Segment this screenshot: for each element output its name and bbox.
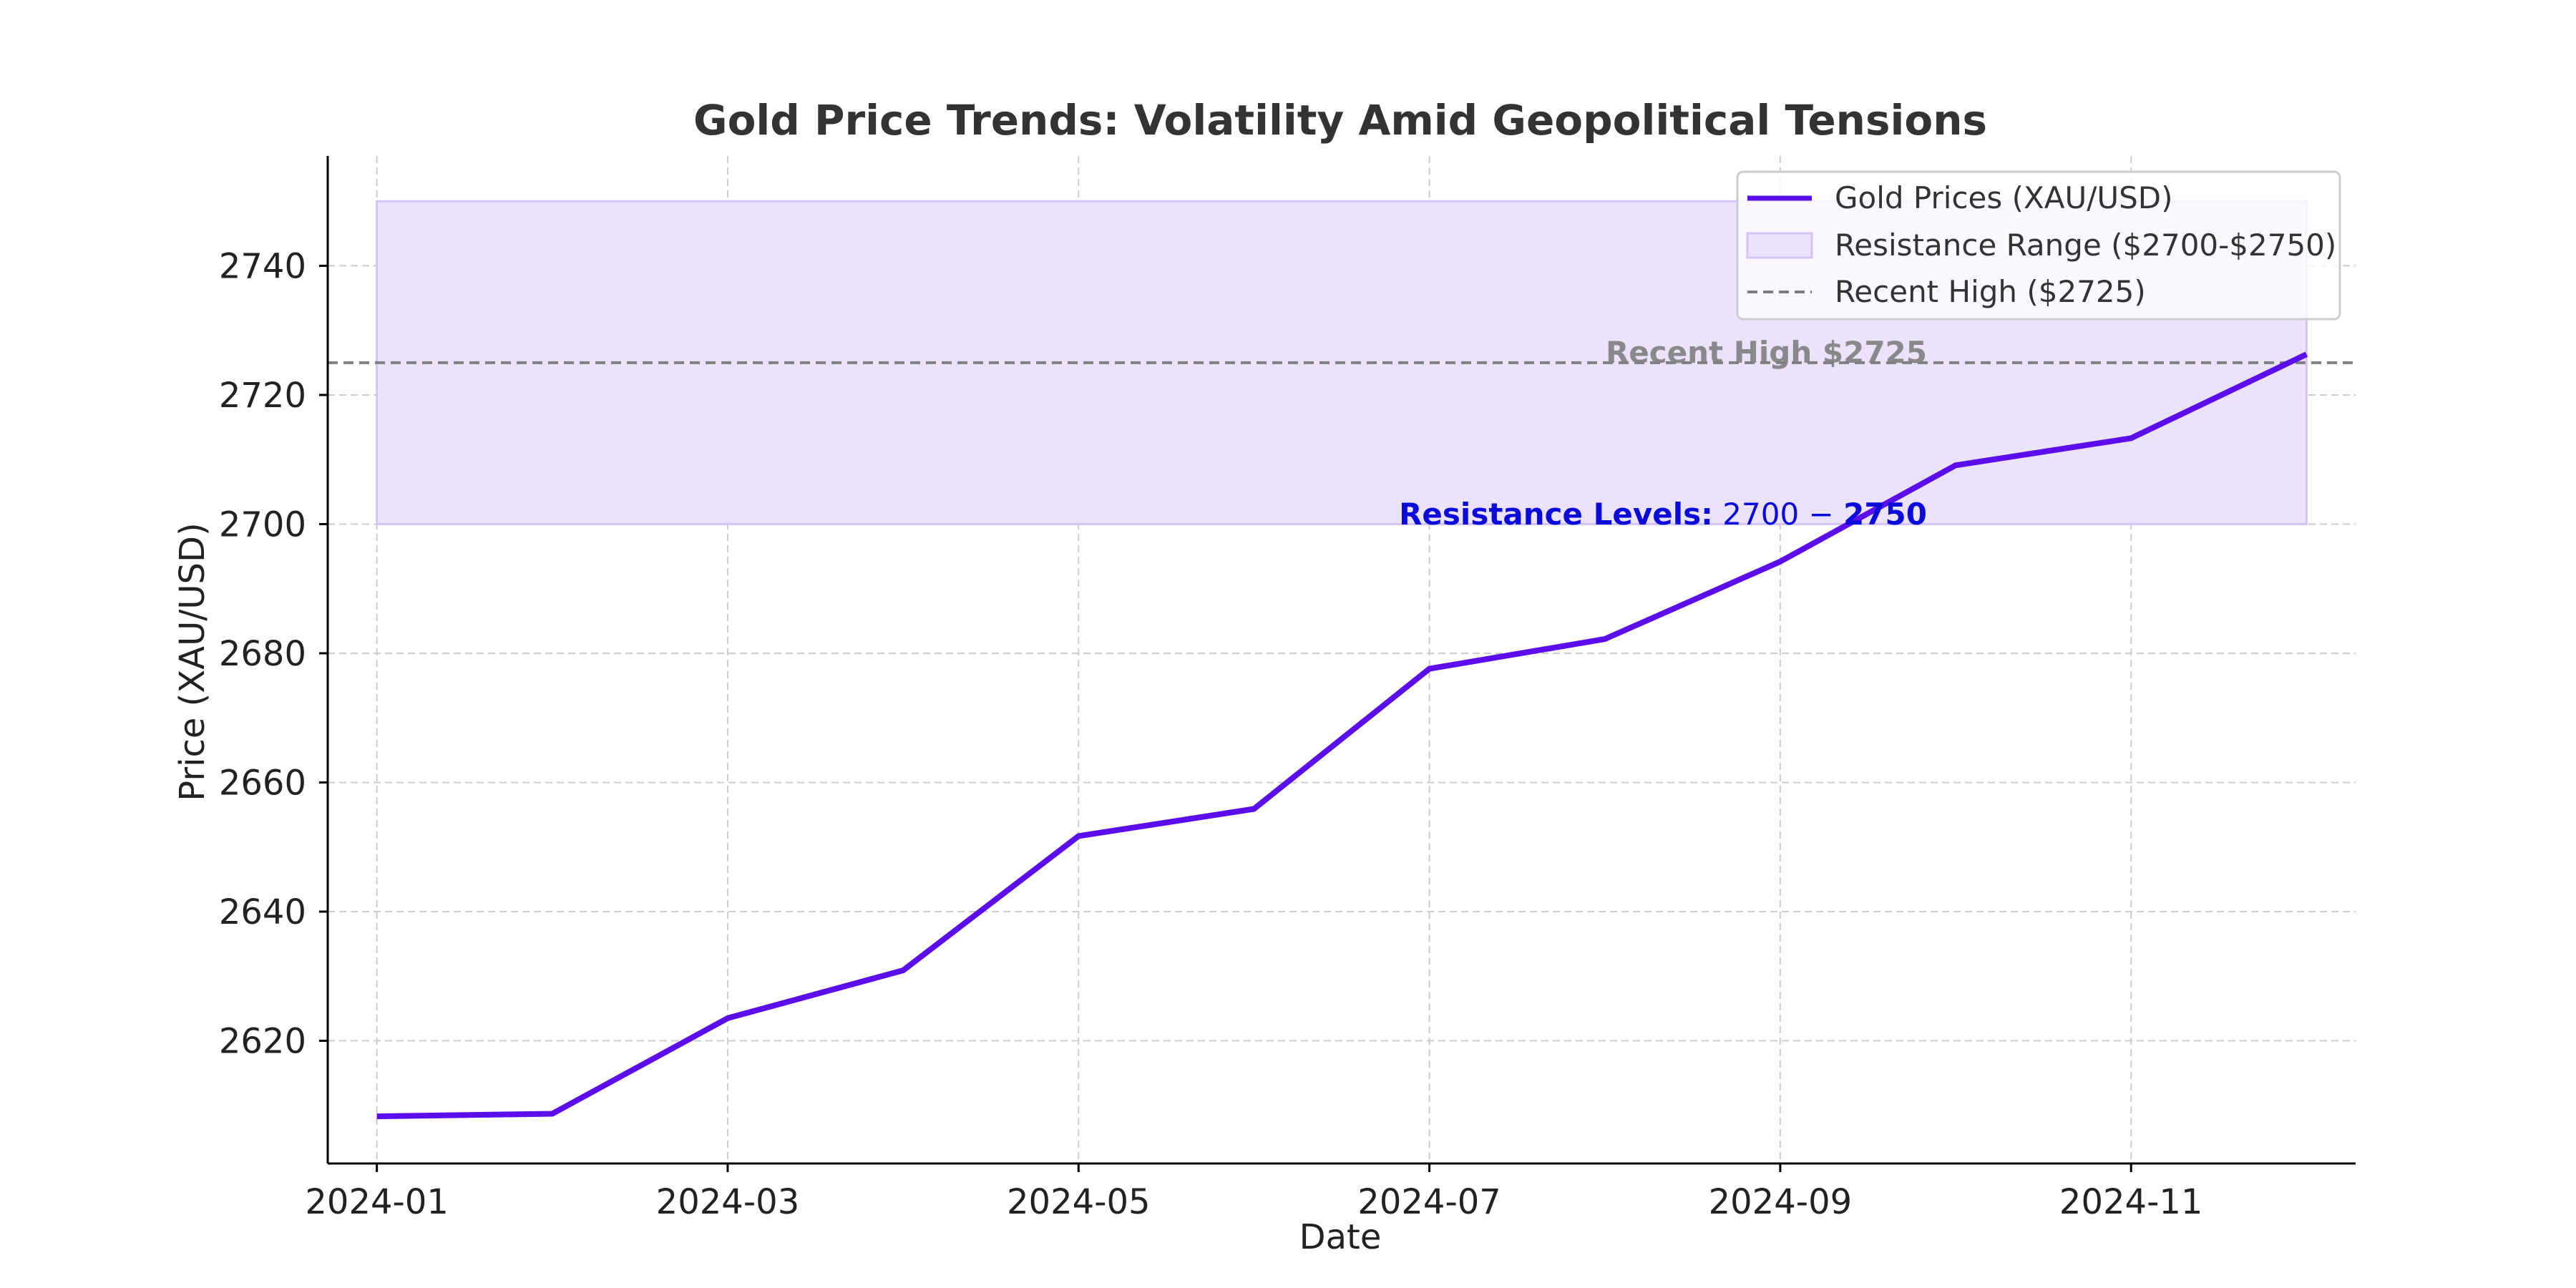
chart-title: Gold Price Trends: Volatility Amid Geopo… [693, 96, 1987, 145]
annotation-resistance: Resistance Levels: 2700 − 2750 [1399, 497, 1927, 532]
series-layer [376, 351, 2308, 1120]
legend-label-gold: Gold Prices (XAU/USD) [1835, 180, 2173, 215]
data-point [727, 1018, 728, 1019]
y-tick-label: 2640 [219, 892, 306, 932]
x-tick-label: 2024-03 [656, 1182, 800, 1222]
x-tick-label: 2024-01 [305, 1182, 449, 1222]
data-point [1604, 638, 1606, 640]
data-point [902, 970, 904, 971]
y-tick-label: 2680 [219, 634, 306, 674]
legend-band-swatch [1746, 232, 1813, 259]
annotation-resistance-upper: 2750 [1843, 497, 1927, 532]
annotation-resistance-bold: Resistance Levels: [1399, 497, 1713, 532]
y-tick-label: 2620 [219, 1022, 306, 1062]
data-point [1955, 464, 1956, 466]
legend-label-resistance: Resistance Range ($2700-$2750) [1835, 228, 2336, 263]
y-tick-label: 2720 [219, 376, 306, 416]
axes [319, 156, 2356, 1172]
x-tick-label: 2024-11 [2059, 1182, 2203, 1222]
data-point [1780, 561, 1781, 562]
y-axis-label: Price (XAU/USD) [172, 522, 213, 801]
data-point [2130, 437, 2132, 439]
data-point [1078, 835, 1079, 836]
series-line [376, 351, 2308, 1120]
legend-label-recent-high: Recent High ($2725) [1835, 274, 2146, 309]
x-tick-label: 2024-05 [1007, 1182, 1151, 1222]
annotation-resistance-range: 2700 − [1713, 497, 1843, 532]
x-tick-label: 2024-07 [1357, 1182, 1501, 1222]
annotation-recent-high: Recent High $2725 [1606, 335, 1927, 370]
data-point [1429, 668, 1430, 670]
x-tick-label: 2024-09 [1709, 1182, 1853, 1222]
y-tick-label: 2660 [219, 763, 306, 803]
tick-labels: 2024-01 2024-03 2024-05 2024-07 2024-09 2024-… [219, 246, 2203, 1222]
x-axis-label: Date [1299, 1217, 1382, 1257]
data-point [376, 1116, 378, 1117]
legend: Gold Prices (XAU/USD) Resistance Range (… [1736, 170, 2341, 321]
legend-box [1736, 170, 2341, 321]
y-tick-label: 2700 [219, 504, 306, 545]
data-point [552, 1113, 553, 1115]
data-point [1253, 808, 1254, 809]
data-point [2306, 353, 2307, 355]
y-tick-label: 2740 [219, 246, 306, 286]
